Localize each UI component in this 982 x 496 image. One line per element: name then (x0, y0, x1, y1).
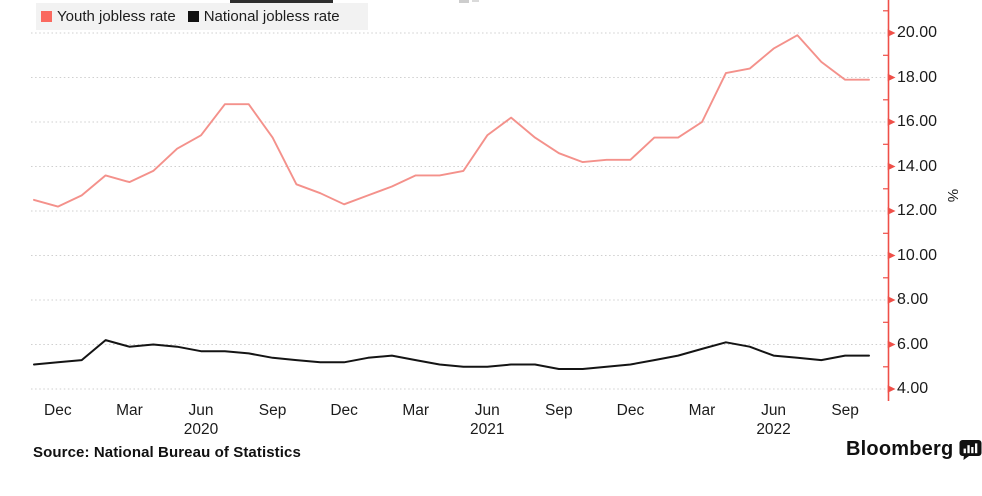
legend-swatch-youth (41, 11, 52, 22)
x-axis-month-label: Dec (44, 402, 72, 419)
x-axis-month-label: Dec (330, 402, 358, 419)
y-major-tick (887, 73, 896, 82)
y-axis-tick-label: 8.00 (897, 291, 929, 308)
x-axis-month-label: Dec (616, 402, 645, 419)
y-major-tick (887, 162, 896, 171)
y-major-tick (887, 29, 896, 37)
x-axis-month-label: Mar (116, 402, 143, 419)
y-major-tick (887, 296, 896, 304)
bloomberg-logo-text: Bloomberg (846, 438, 954, 460)
x-axis-year-label: 2021 (470, 421, 505, 438)
y-axis-tick-label: 10.00 (897, 246, 938, 264)
y-axis-tick-label: 4.00 (897, 380, 929, 397)
y-major-tick (887, 385, 896, 393)
cropped-title-remnant (459, 0, 469, 3)
x-axis-year-label: 2022 (756, 421, 791, 438)
x-axis-month-label: Sep (258, 402, 287, 419)
y-axis-tick-label: 18.00 (897, 68, 938, 86)
cropped-title-remnant (472, 0, 479, 2)
y-axis-tick-label: 14.00 (897, 157, 938, 175)
y-major-tick (887, 207, 896, 215)
y-axis-tick-label: 12.00 (897, 202, 938, 219)
y-major-tick (887, 340, 896, 349)
y-axis-tick-label: 6.00 (897, 335, 929, 353)
y-axis-tick-label: 20.00 (897, 24, 938, 41)
legend-item-youth: Youth jobless rate (41, 8, 176, 25)
youth-jobless-line (33, 34, 870, 208)
x-axis-month-label: Jun (188, 402, 214, 419)
cropped-title-remnant (230, 0, 333, 3)
x-axis-month-label: Jun (761, 402, 787, 419)
source-note: Source: National Bureau of Statistics (33, 444, 301, 461)
y-axis-tick-label: 16.00 (897, 113, 938, 130)
chart-legend: Youth jobless rate National jobless rate (36, 3, 368, 30)
y-major-tick (887, 251, 896, 260)
x-axis-month-label: Mar (402, 402, 430, 419)
bloomberg-chart-bubble-icon (959, 439, 982, 460)
x-axis-year-label: 2020 (183, 421, 219, 438)
x-axis-month-label: Sep (545, 402, 573, 419)
legend-label-youth: Youth jobless rate (57, 8, 176, 25)
y-major-tick (887, 118, 896, 126)
x-axis-month-label: Sep (831, 402, 859, 419)
x-axis-month-label: Jun (474, 402, 500, 419)
x-axis-month-label: Mar (688, 402, 716, 419)
legend-item-national: National jobless rate (187, 8, 340, 25)
legend-label-national: National jobless rate (203, 8, 340, 25)
national-jobless-line (33, 339, 870, 370)
legend-swatch-national (187, 11, 199, 22)
bloomberg-branding: Bloomberg (846, 438, 982, 461)
y-axis-unit-label: % (944, 188, 962, 203)
